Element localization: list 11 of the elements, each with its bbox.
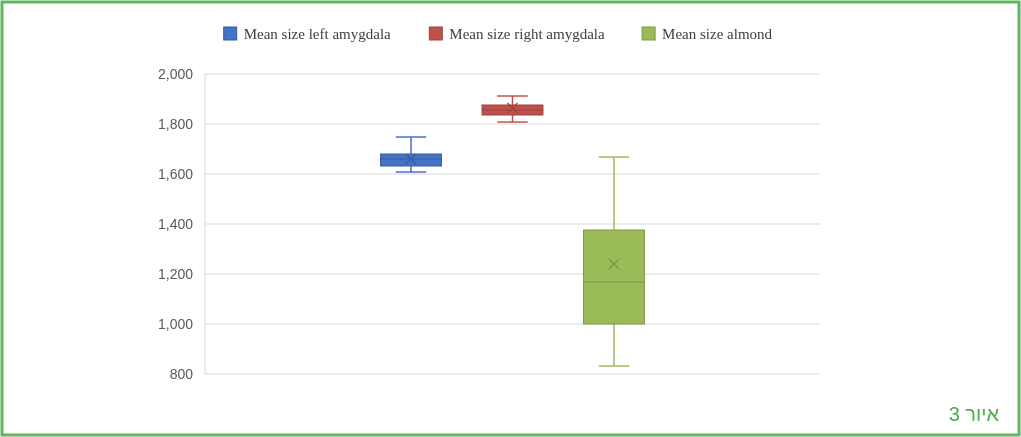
y-tick-label: 1,400 (157, 215, 194, 232)
y-tick-label: 1,200 (157, 265, 194, 282)
text: איור 3 (948, 403, 1000, 425)
legend-label: Mean size left amygdala (243, 26, 392, 43)
y-tick-label: 2,000 (157, 65, 194, 82)
legend-label: Mean size almond (662, 26, 773, 43)
y-tick-label: 800 (169, 365, 194, 382)
y-tick-label: 1,600 (157, 165, 194, 182)
y-tick-label: 1,800 (157, 115, 194, 132)
y-tick-label: 1,000 (157, 315, 194, 332)
legend-label: Mean size right amygdala (449, 26, 605, 43)
